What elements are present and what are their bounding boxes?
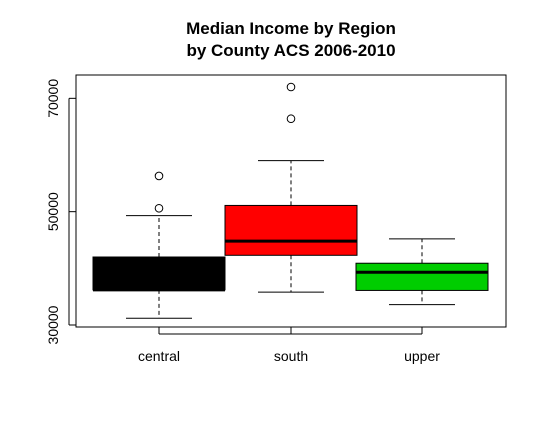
outlier-point <box>286 114 296 124</box>
y-tick-label: 70000 <box>45 79 61 118</box>
box-south <box>224 204 358 256</box>
box-central <box>92 256 226 291</box>
x-tick-label: south <box>274 348 308 364</box>
outlier-point <box>154 171 164 181</box>
outlier-point <box>154 203 164 213</box>
y-tick-label: 50000 <box>45 192 61 231</box>
outlier-point <box>286 82 296 92</box>
box-upper <box>355 262 489 291</box>
y-tick-label: 30000 <box>45 305 61 344</box>
x-tick-label: central <box>138 348 180 364</box>
marks-layer: 30000 50000 70000 central south upper <box>45 79 489 364</box>
x-tick-label: upper <box>404 348 440 364</box>
chart-title: Median Income by Region <box>186 19 396 38</box>
chart-subtitle: by County ACS 2006-2010 <box>186 41 395 60</box>
